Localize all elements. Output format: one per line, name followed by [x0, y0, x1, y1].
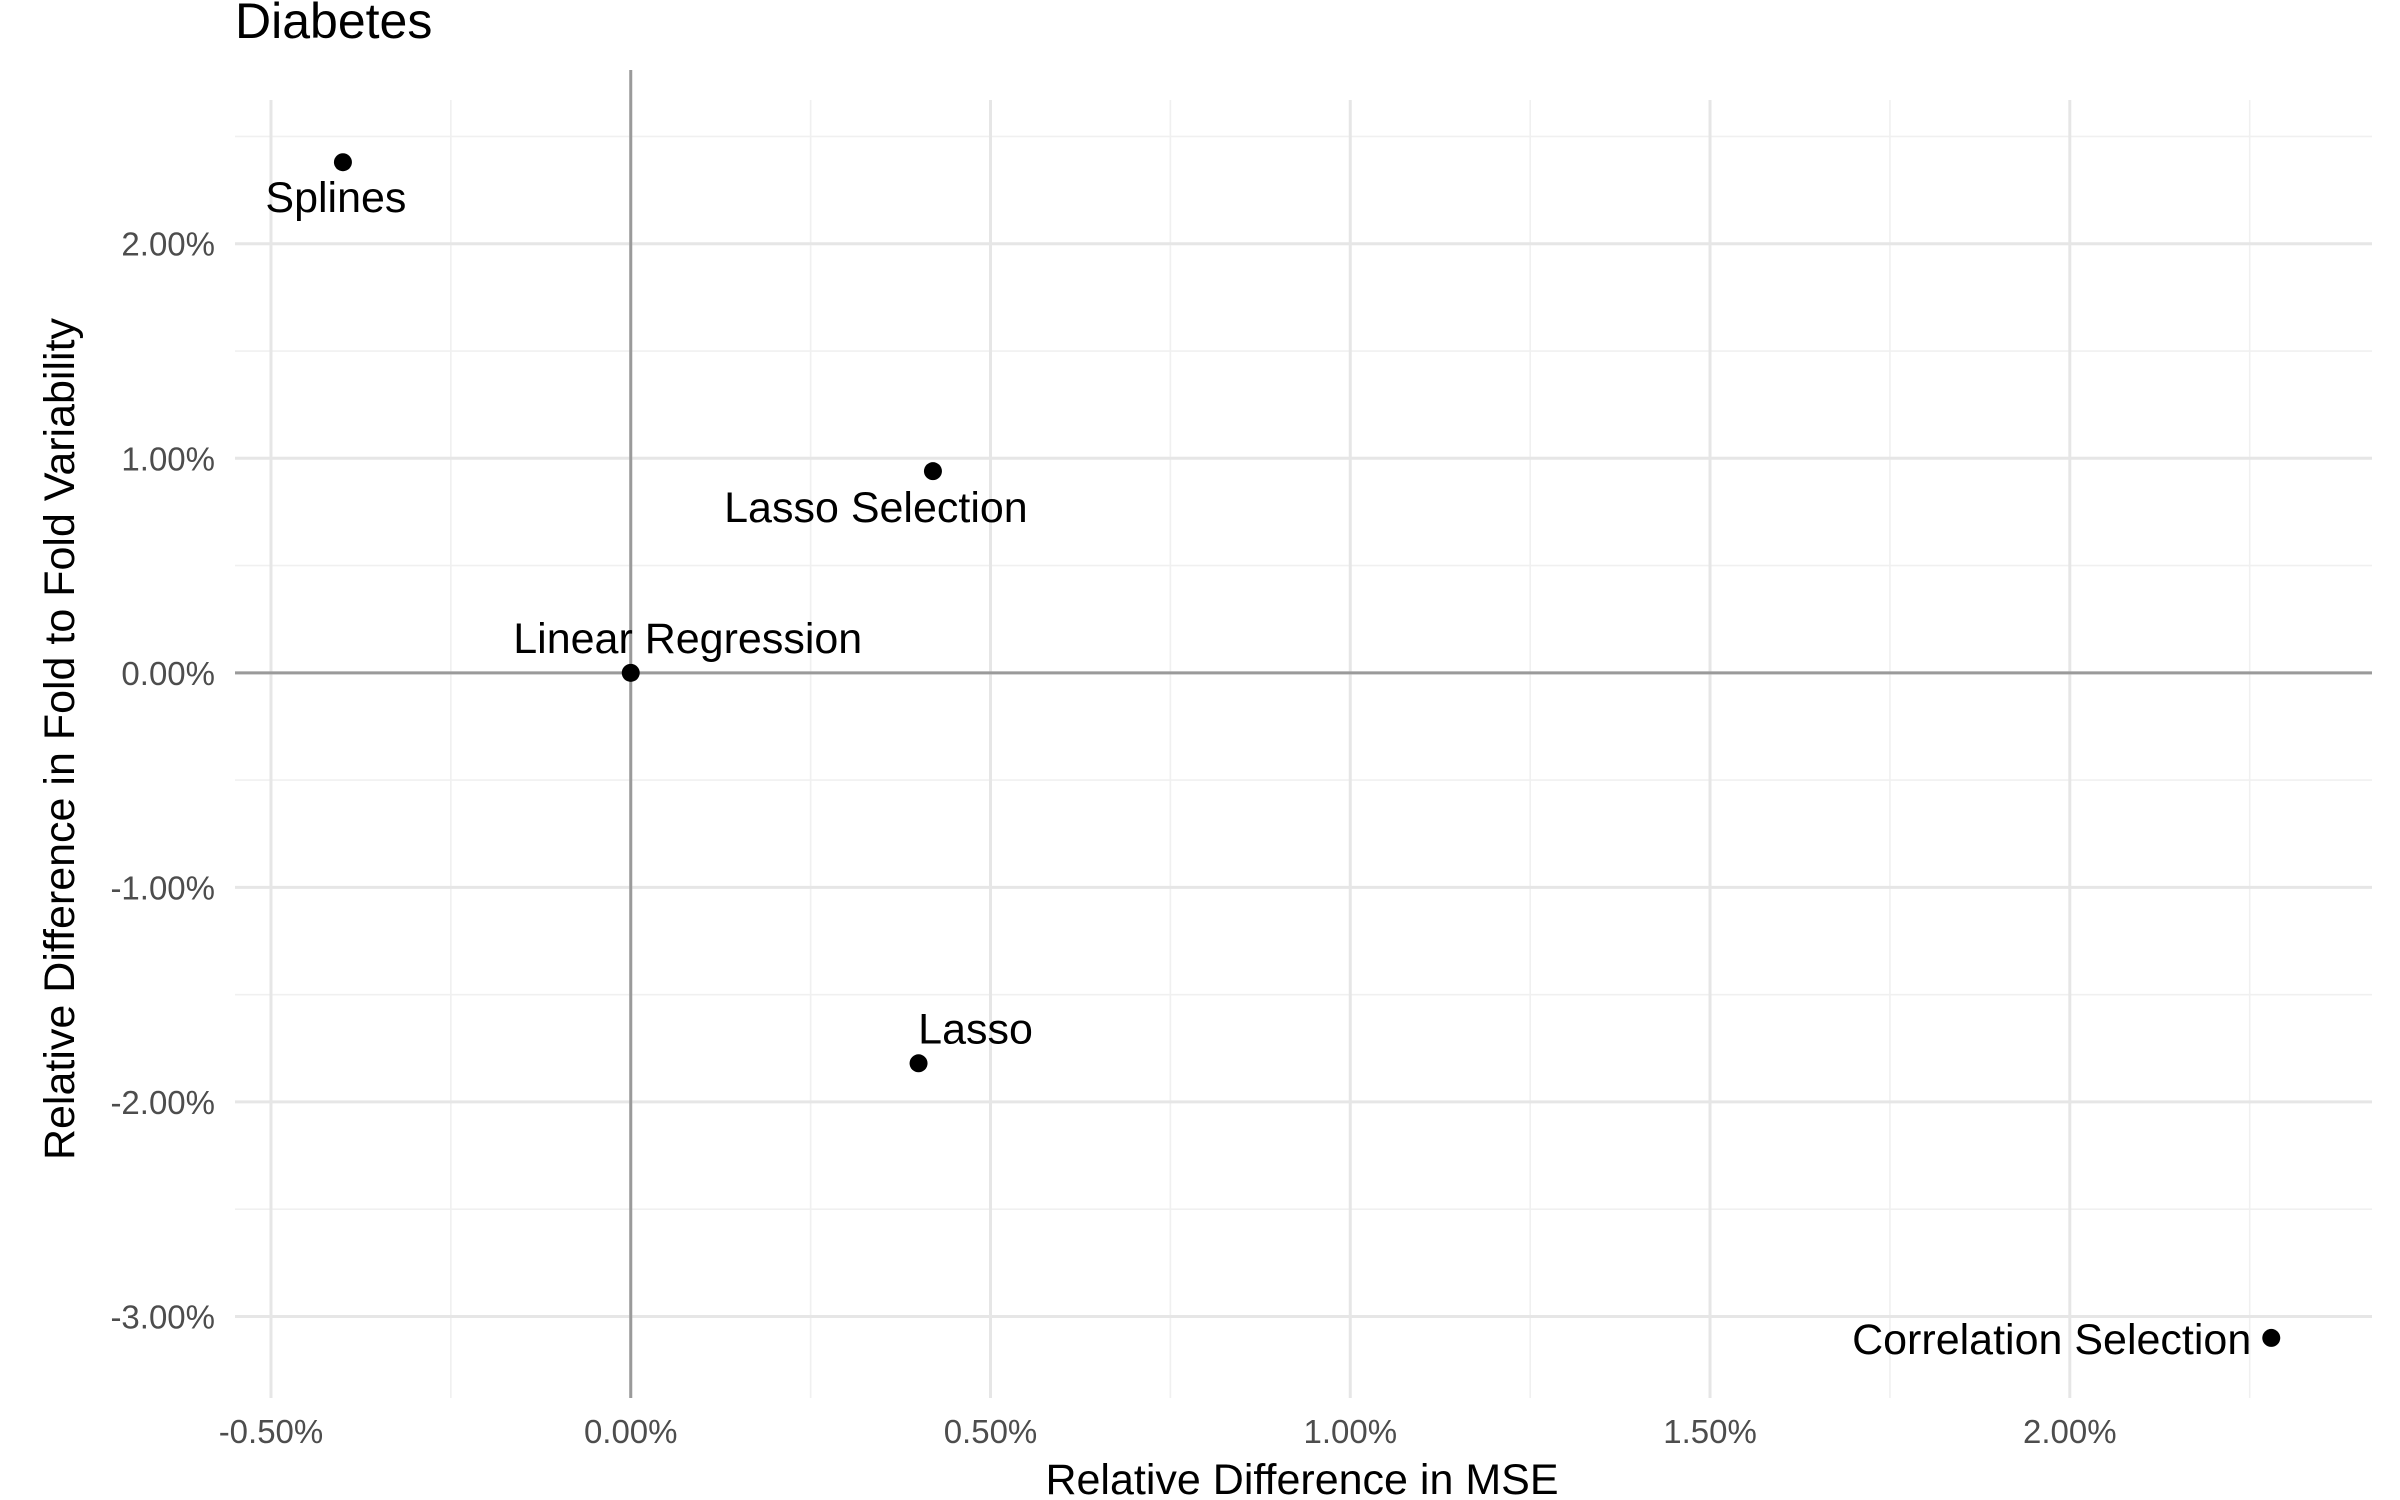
major-gridlines [235, 100, 2372, 1398]
y-tick-label: -3.00% [110, 1298, 215, 1335]
x-tick-label: 1.50% [1663, 1413, 1757, 1450]
x-tick-label: 0.50% [944, 1413, 1038, 1450]
x-axis-tick-labels: -0.50% 0.00% 0.50% 1.00% 1.50% 2.00% [219, 1413, 2117, 1450]
data-point-label: Linear Regression [513, 615, 862, 663]
y-tick-label: -2.00% [110, 1084, 215, 1121]
data-point [2262, 1328, 2281, 1347]
zero-reference-lines [235, 70, 2372, 1398]
data-points [333, 153, 2281, 1347]
x-axis-title: Relative Difference in MSE [1045, 1456, 1558, 1500]
x-tick-label: 0.00% [584, 1413, 678, 1450]
x-tick-label: 1.00% [1303, 1413, 1397, 1450]
x-tick-label: 2.00% [2023, 1413, 2117, 1450]
y-axis-tick-labels: 2.00% 1.00% 0.00% -1.00% -2.00% -3.00% [110, 226, 215, 1336]
data-point-label: Splines [265, 174, 406, 222]
data-point-labels: Splines Lasso Selection Linear Regression L… [265, 174, 2251, 1364]
y-tick-label: 1.00% [121, 440, 215, 477]
y-tick-label: -1.00% [110, 869, 215, 906]
data-point [909, 1054, 928, 1073]
data-point-label: Lasso Selection [724, 484, 1028, 532]
data-point-label: Correlation Selection [1852, 1316, 2251, 1364]
chart-title: Diabetes [235, 0, 432, 49]
minor-gridlines [235, 100, 2372, 1398]
data-point [621, 663, 640, 682]
data-point-label: Lasso [918, 1005, 1033, 1053]
data-point [923, 462, 942, 481]
x-tick-label: -0.50% [219, 1413, 324, 1450]
y-tick-label: 2.00% [121, 226, 215, 263]
data-point [333, 153, 352, 172]
y-tick-label: 0.00% [121, 655, 215, 692]
y-axis-title: Relative Difference in Fold to Fold Vari… [36, 317, 84, 1160]
